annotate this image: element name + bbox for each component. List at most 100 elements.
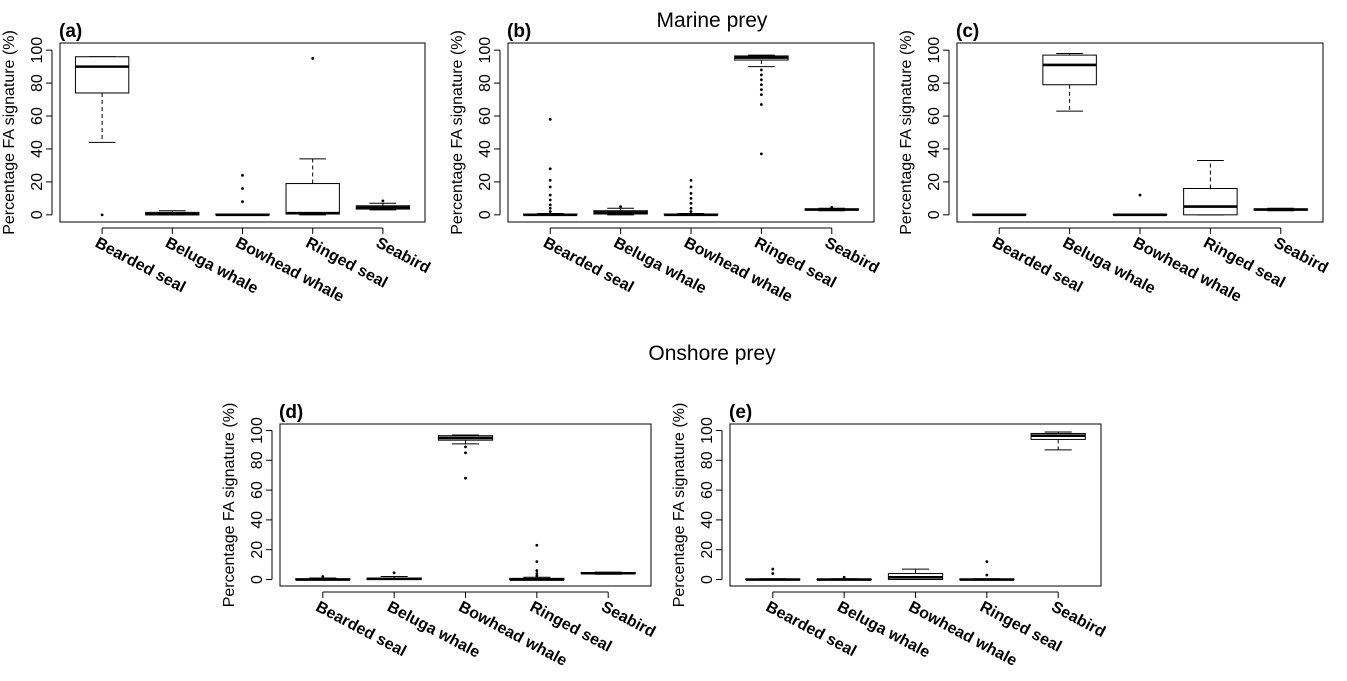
y-axis-label: Percentage FA signature (%) <box>898 30 915 235</box>
panel-label: (a) <box>59 21 82 42</box>
y-tick-label: 20 <box>699 541 716 559</box>
box-body <box>74 56 130 94</box>
outlier-point <box>241 187 244 190</box>
box-body <box>1183 187 1238 216</box>
outlier-point <box>535 572 539 575</box>
outlier-point <box>759 152 763 156</box>
box-3 <box>1183 159 1238 216</box>
box-1 <box>816 575 872 581</box>
y-tick-label: 40 <box>926 140 943 158</box>
y-tick-label: 60 <box>926 107 943 125</box>
outlier-point <box>535 560 539 564</box>
box-2 <box>663 178 719 217</box>
box-0 <box>522 117 578 217</box>
box-body <box>285 183 340 215</box>
outlier-point <box>619 205 623 209</box>
y-tick-label: 20 <box>249 541 266 559</box>
x-tick-label: Seabird <box>1048 599 1108 642</box>
outlier-point <box>464 445 467 449</box>
box-3 <box>734 54 789 156</box>
box-3 <box>959 560 1015 581</box>
outlier-point <box>321 575 325 578</box>
x-tick-label: Seabird <box>1271 235 1331 278</box>
box-0 <box>745 567 801 581</box>
x-tick-label: Seabird <box>373 235 433 278</box>
outlier-point <box>548 185 552 189</box>
y-tick-label: 80 <box>926 74 943 92</box>
outlier-point <box>311 56 315 60</box>
outlier-point <box>548 210 552 213</box>
y-tick-label: 40 <box>29 140 46 158</box>
y-tick-label: 0 <box>699 575 716 584</box>
outlier-point <box>985 573 989 577</box>
outlier-point <box>548 193 552 197</box>
panel-label: (d) <box>279 402 303 423</box>
outlier-point <box>548 178 552 182</box>
outlier-point <box>759 78 763 82</box>
box-4 <box>1253 207 1309 212</box>
outlier-point <box>548 167 552 171</box>
box-2 <box>437 434 494 480</box>
box-4 <box>355 199 411 211</box>
box-0 <box>971 213 1027 217</box>
y-tick-label: 100 <box>477 37 494 64</box>
y-tick-label: 40 <box>477 140 494 158</box>
y-tick-label: 100 <box>249 417 266 444</box>
y-tick-label: 0 <box>29 210 46 219</box>
y-tick-label: 40 <box>249 511 266 529</box>
outlier-point <box>689 210 693 213</box>
outlier-point <box>392 571 396 575</box>
y-tick-label: 0 <box>477 210 494 219</box>
outlier-point <box>689 206 693 210</box>
box-0 <box>295 575 351 581</box>
outlier-point <box>548 203 552 207</box>
outlier-point <box>689 178 693 182</box>
y-tick-label: 20 <box>477 173 494 191</box>
section-title-onshore: Onshore prey <box>648 342 776 365</box>
y-tick-label: 60 <box>29 107 46 125</box>
box-4 <box>1030 431 1086 451</box>
outlier-point <box>241 173 244 177</box>
outlier-point <box>759 103 763 106</box>
outlier-point <box>689 201 693 205</box>
y-tick-label: 100 <box>926 37 943 64</box>
panel-3: (d) Percentage FA signature (%) 0 20 40 60 80 1… <box>221 402 658 670</box>
box-1 <box>1042 52 1097 112</box>
box-0 <box>74 56 130 217</box>
box-2 <box>887 568 944 581</box>
box-4 <box>580 571 636 575</box>
panel-4: (e) Percentage FA signature (%) 0 20 40 60 80 1… <box>671 402 1108 670</box>
outlier-point <box>535 543 539 547</box>
outlier-point <box>381 199 385 203</box>
x-tick-label: Seabird <box>598 599 658 642</box>
y-tick-label: 100 <box>29 37 46 64</box>
y-tick-label: 20 <box>29 173 46 191</box>
outlier-point <box>759 83 763 87</box>
x-tick-label: Seabird <box>822 235 882 278</box>
outlier-point <box>535 574 539 578</box>
outlier-point <box>100 213 104 217</box>
plot-frame <box>956 42 1324 223</box>
outlier-point <box>759 73 763 77</box>
outlier-point <box>548 198 552 202</box>
panel-2: (c) Percentage FA signature (%) 0 20 40 60 80 1… <box>898 21 1331 306</box>
plot-frame <box>279 423 652 587</box>
outlier-point <box>689 185 693 189</box>
y-axis-label: Percentage FA signature (%) <box>449 30 466 235</box>
outlier-point <box>241 200 244 204</box>
y-tick-label: 60 <box>249 481 266 499</box>
y-axis-label: Percentage FA signature (%) <box>671 403 688 608</box>
y-tick-label: 80 <box>29 74 46 92</box>
y-tick-label: 60 <box>477 107 494 125</box>
y-tick-label: 100 <box>699 417 716 444</box>
box-3 <box>509 543 565 581</box>
outlier-point <box>548 117 552 121</box>
y-tick-label: 20 <box>926 173 943 191</box>
outlier-point <box>689 196 693 200</box>
y-tick-label: 80 <box>249 451 266 469</box>
panel-label: (c) <box>956 21 979 42</box>
panel-label: (b) <box>507 21 531 42</box>
panel-0: (a) Percentage FA signature (%) 0 20 40 60 80 1… <box>1 21 433 306</box>
y-axis-label: Percentage FA signature (%) <box>1 30 18 235</box>
